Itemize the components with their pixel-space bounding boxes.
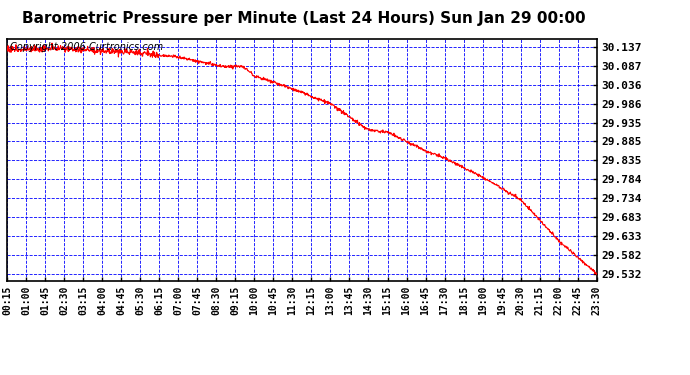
Text: Barometric Pressure per Minute (Last 24 Hours) Sun Jan 29 00:00: Barometric Pressure per Minute (Last 24 …: [22, 11, 585, 26]
Text: Copyright 2006 Curtronics.com: Copyright 2006 Curtronics.com: [10, 42, 163, 52]
